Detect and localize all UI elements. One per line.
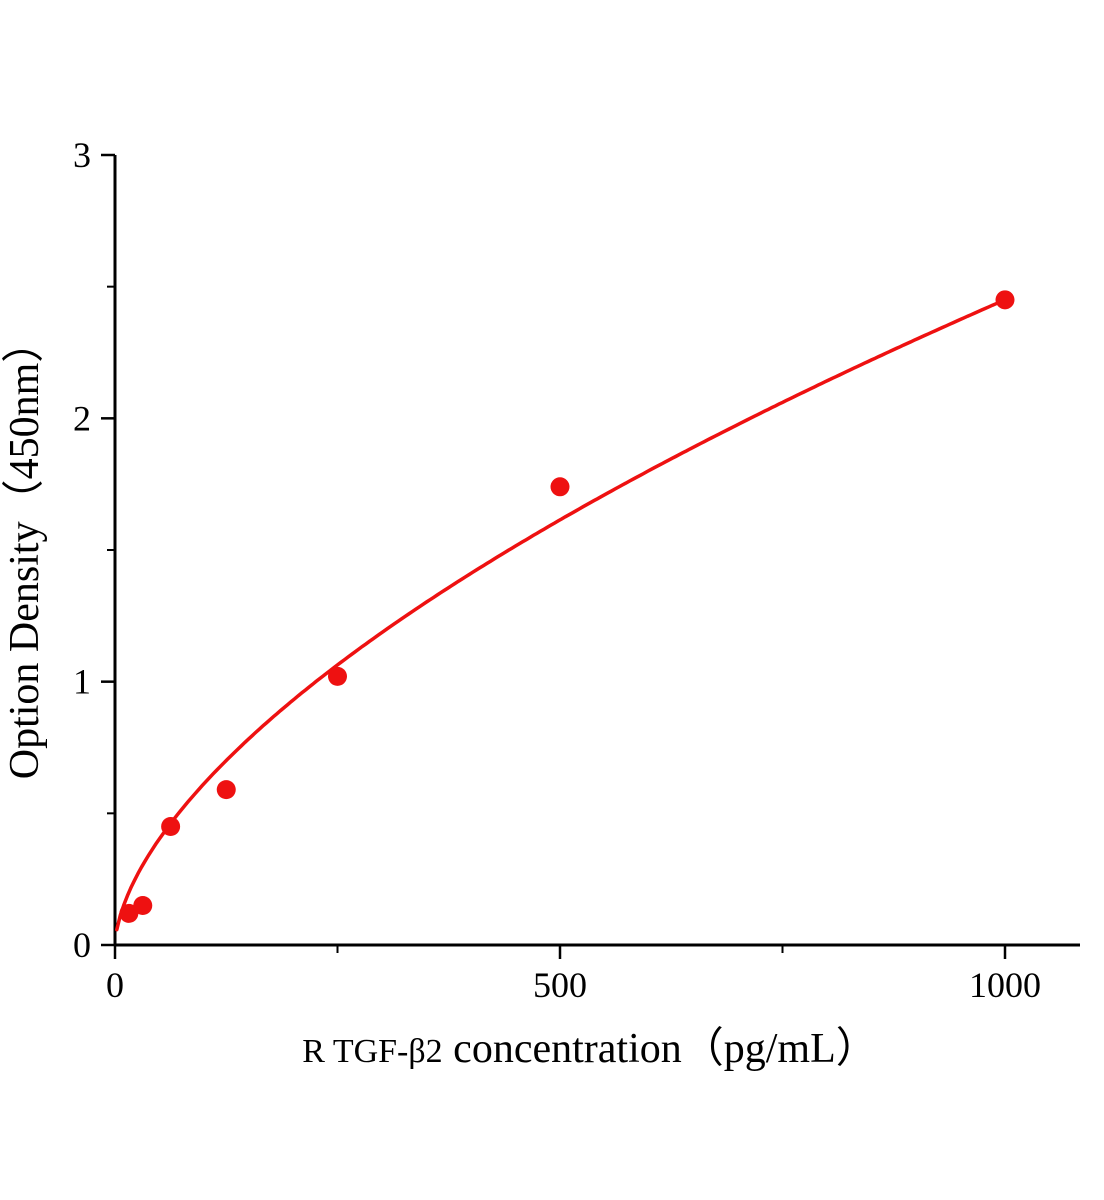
y-tick-label: 3 (73, 135, 91, 175)
fit-curve (115, 298, 1005, 932)
x-tick-label: 500 (533, 965, 587, 1005)
x-axis-title-prefix: R TGF-β2 (302, 1033, 442, 1070)
x-tick-label: 0 (106, 965, 124, 1005)
y-tick-label: 0 (73, 925, 91, 965)
data-point (995, 290, 1015, 310)
data-point (133, 896, 153, 915)
x-axis-title-rest: concentration（pg/mL） (453, 1026, 878, 1072)
x-tick-label: 1000 (969, 965, 1041, 1005)
y-tick-label: 1 (73, 662, 91, 702)
data-point (328, 666, 347, 686)
data-point (161, 817, 181, 836)
data-point (216, 780, 236, 800)
x-axis-title: R TGF-β2 concentration（pg/mL） (302, 1026, 877, 1072)
y-axis-title: Option Density（450nm） (2, 321, 48, 780)
data-point (550, 477, 570, 497)
y-tick-label: 2 (73, 398, 91, 438)
data-point (119, 903, 139, 923)
